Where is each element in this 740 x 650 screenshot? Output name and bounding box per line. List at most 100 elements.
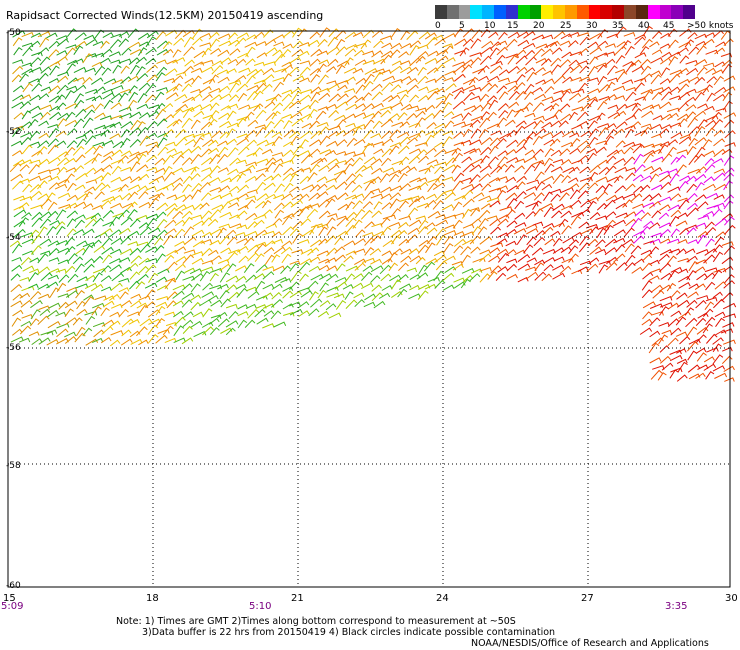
wind-barb <box>687 364 701 373</box>
wind-barb <box>614 95 626 100</box>
wind-barb <box>361 165 374 172</box>
wind-barb <box>470 208 480 217</box>
wind-barb <box>156 218 168 230</box>
wind-barb <box>201 247 213 257</box>
wind-barb <box>695 334 707 344</box>
wind-barb <box>85 274 97 282</box>
wind-barb <box>316 250 330 257</box>
wind-barb <box>135 56 147 65</box>
wind-barb <box>190 283 201 293</box>
wind-barb <box>38 293 50 299</box>
wind-barb <box>172 284 186 291</box>
wind-barb <box>101 140 114 146</box>
wind-barb <box>634 96 647 101</box>
wind-barb <box>713 75 724 86</box>
wind-barb <box>229 185 240 193</box>
wind-barb <box>22 265 35 272</box>
wind-barb <box>506 149 517 156</box>
wind-barb <box>452 64 466 74</box>
wind-barb <box>228 214 240 220</box>
wind-barb <box>12 309 24 317</box>
wind-barb <box>289 262 300 272</box>
wind-barb <box>234 37 247 47</box>
wind-barb <box>398 51 409 58</box>
wind-barb <box>397 273 409 283</box>
wind-barb <box>91 95 103 102</box>
wind-barb <box>373 148 384 155</box>
wind-barb <box>334 281 348 290</box>
wind-barb <box>218 40 232 47</box>
wind-barb <box>226 128 236 138</box>
wind-barb <box>318 264 330 271</box>
wind-barb <box>560 113 573 122</box>
wind-barb <box>424 199 437 209</box>
wind-barb <box>21 313 33 319</box>
wind-barb <box>327 36 339 47</box>
wind-barb <box>453 277 466 283</box>
wind-barb <box>713 194 725 200</box>
wind-barb <box>146 167 158 172</box>
wind-barb <box>633 185 644 194</box>
wind-barb <box>389 169 402 176</box>
wind-barb <box>409 45 420 56</box>
wind-barb <box>282 290 294 299</box>
wind-barb <box>660 181 672 190</box>
wind-barb <box>219 272 231 283</box>
wind-barb <box>38 337 51 345</box>
wind-barb <box>443 92 454 104</box>
wind-barb <box>721 355 733 365</box>
wind-barb <box>677 268 689 274</box>
wind-barb <box>544 238 556 246</box>
wind-barb <box>20 136 32 146</box>
wind-barb <box>694 137 707 146</box>
wind-barb <box>399 200 409 209</box>
wind-barb <box>363 178 377 185</box>
wind-barb <box>94 295 107 301</box>
wind-barb <box>487 75 500 83</box>
wind-barb <box>336 93 349 102</box>
wind-barb <box>319 273 332 281</box>
wind-barb <box>28 105 41 113</box>
wind-barb <box>74 332 86 343</box>
wind-barb <box>634 209 645 217</box>
wind-barb <box>406 267 418 273</box>
wind-barb <box>92 217 104 227</box>
wind-barb <box>255 167 269 173</box>
wind-barb <box>417 50 429 59</box>
wind-barb <box>252 68 264 77</box>
wind-barb <box>371 83 383 92</box>
wind-barb <box>598 166 610 175</box>
wind-barb <box>209 38 220 49</box>
wind-barb <box>184 133 196 139</box>
wind-barb <box>604 94 617 102</box>
wind-barb <box>589 56 599 65</box>
wind-barb <box>722 346 733 352</box>
wind-barb <box>210 255 222 263</box>
wind-barb <box>128 319 140 325</box>
wind-barb <box>380 35 393 41</box>
wind-barb <box>216 153 229 164</box>
wind-barb <box>398 262 409 272</box>
wind-barb <box>427 210 441 219</box>
wind-barb <box>99 184 111 191</box>
wind-barb <box>299 139 309 149</box>
wind-barb <box>282 149 294 157</box>
wind-barb <box>121 329 132 337</box>
wind-barb <box>256 52 268 59</box>
wind-barb <box>190 294 202 301</box>
wind-barb <box>282 73 292 82</box>
wind-barb <box>182 65 194 74</box>
wind-barb <box>310 157 324 166</box>
wind-barb <box>135 66 146 76</box>
wind-barb <box>173 310 184 318</box>
wind-barb <box>66 228 77 237</box>
wind-barb <box>334 254 346 262</box>
wind-barb <box>389 145 400 155</box>
wind-barb <box>552 272 566 280</box>
wind-barb <box>613 175 624 184</box>
wind-barb <box>235 231 246 237</box>
wind-barb <box>370 265 384 273</box>
wind-barb <box>550 149 562 157</box>
wind-barb <box>21 31 34 38</box>
wind-barb <box>597 40 609 48</box>
